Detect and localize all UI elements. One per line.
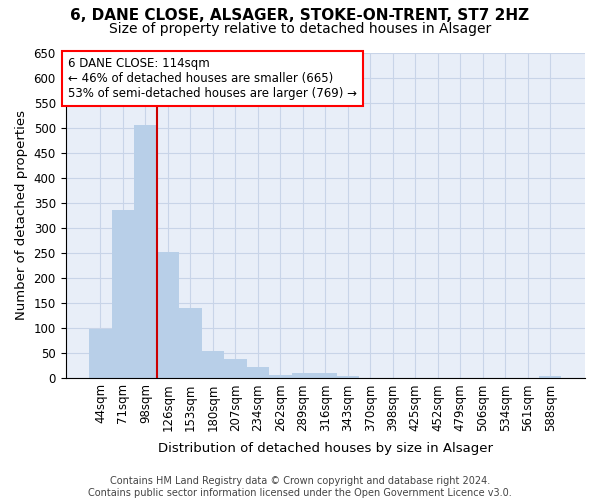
Bar [224, 360, 247, 378]
Bar [292, 374, 314, 378]
X-axis label: Distribution of detached houses by size in Alsager: Distribution of detached houses by size … [158, 442, 493, 455]
Bar [179, 308, 202, 378]
Bar [247, 368, 269, 378]
Text: Size of property relative to detached houses in Alsager: Size of property relative to detached ho… [109, 22, 491, 36]
Bar [269, 376, 292, 378]
Bar [539, 376, 562, 378]
Bar [314, 374, 337, 378]
Text: Contains HM Land Registry data © Crown copyright and database right 2024.
Contai: Contains HM Land Registry data © Crown c… [88, 476, 512, 498]
Text: 6 DANE CLOSE: 114sqm
← 46% of detached houses are smaller (665)
53% of semi-deta: 6 DANE CLOSE: 114sqm ← 46% of detached h… [68, 58, 357, 100]
Bar [112, 210, 134, 378]
Bar [157, 252, 179, 378]
Bar [89, 330, 112, 378]
Y-axis label: Number of detached properties: Number of detached properties [15, 110, 28, 320]
Bar [202, 351, 224, 378]
Bar [337, 376, 359, 378]
Bar [134, 125, 157, 378]
Text: 6, DANE CLOSE, ALSAGER, STOKE-ON-TRENT, ST7 2HZ: 6, DANE CLOSE, ALSAGER, STOKE-ON-TRENT, … [70, 8, 530, 22]
